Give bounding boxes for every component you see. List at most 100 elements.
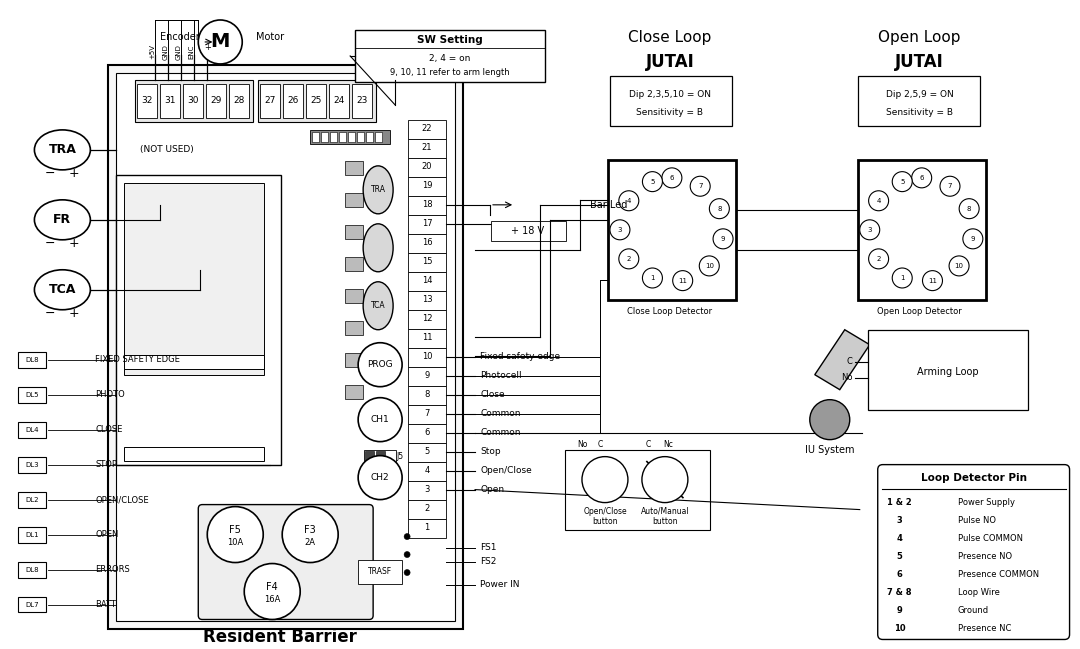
Circle shape xyxy=(662,168,681,188)
Text: Sensitivity = B: Sensitivity = B xyxy=(887,108,954,117)
Text: 7 & 8: 7 & 8 xyxy=(888,588,912,597)
Text: Open Loop: Open Loop xyxy=(878,31,961,45)
Text: 5: 5 xyxy=(896,552,903,561)
Text: 29: 29 xyxy=(211,97,222,105)
Text: J5: J5 xyxy=(396,452,403,461)
Text: 31: 31 xyxy=(164,97,176,105)
Text: 7: 7 xyxy=(698,183,702,190)
Circle shape xyxy=(922,271,943,291)
Circle shape xyxy=(582,457,627,502)
Bar xyxy=(330,132,337,142)
Ellipse shape xyxy=(35,270,91,310)
Text: CH2: CH2 xyxy=(370,473,390,482)
Bar xyxy=(408,348,446,367)
Text: 8: 8 xyxy=(967,206,971,212)
Bar xyxy=(321,132,328,142)
Text: 26: 26 xyxy=(287,97,299,105)
Circle shape xyxy=(810,400,850,439)
Bar xyxy=(408,424,446,443)
Circle shape xyxy=(940,177,960,196)
Text: 5: 5 xyxy=(650,178,654,184)
Text: 16: 16 xyxy=(422,238,432,247)
Text: 6: 6 xyxy=(919,175,923,181)
Text: 6: 6 xyxy=(670,175,674,181)
Text: 3: 3 xyxy=(424,485,430,494)
Bar xyxy=(408,367,446,386)
Bar xyxy=(408,253,446,272)
Bar xyxy=(357,132,364,142)
Bar xyxy=(18,457,46,472)
Circle shape xyxy=(868,249,889,269)
Text: 15: 15 xyxy=(422,257,432,266)
Text: 5: 5 xyxy=(424,447,430,456)
Text: + 18 V: + 18 V xyxy=(512,226,544,236)
Text: 9: 9 xyxy=(424,371,430,380)
Bar xyxy=(18,422,46,437)
Text: F5: F5 xyxy=(229,524,241,535)
Bar xyxy=(346,352,363,367)
Bar xyxy=(124,355,265,369)
Text: TCA: TCA xyxy=(370,301,386,310)
Text: 5: 5 xyxy=(900,178,904,184)
Text: 17: 17 xyxy=(422,219,432,228)
Bar xyxy=(858,160,986,300)
Bar xyxy=(184,84,203,118)
Text: 21: 21 xyxy=(422,143,432,153)
Text: JUTAI: JUTAI xyxy=(895,53,944,71)
Circle shape xyxy=(699,256,719,276)
Text: 28: 28 xyxy=(233,97,245,105)
Text: +: + xyxy=(69,238,80,251)
Bar xyxy=(346,257,363,271)
Bar xyxy=(408,234,446,253)
Ellipse shape xyxy=(363,224,393,272)
Text: Dip 2,5,9 = ON: Dip 2,5,9 = ON xyxy=(886,90,954,99)
Text: Bar Led: Bar Led xyxy=(590,200,627,210)
Bar xyxy=(346,193,363,207)
Text: ERRORS: ERRORS xyxy=(95,565,130,574)
Text: 9, 10, 11 refer to arm length: 9, 10, 11 refer to arm length xyxy=(390,68,510,77)
Bar xyxy=(408,481,446,500)
Circle shape xyxy=(404,533,410,539)
Text: Nc: Nc xyxy=(663,440,673,449)
Bar xyxy=(408,158,446,177)
Bar xyxy=(408,405,446,424)
Text: Fixed safety edge: Fixed safety edge xyxy=(480,352,561,361)
Text: Open/Close
button: Open/Close button xyxy=(583,507,626,526)
Text: CH1: CH1 xyxy=(370,415,390,424)
Text: OPEN/CLOSE: OPEN/CLOSE xyxy=(95,495,149,504)
Ellipse shape xyxy=(35,200,91,239)
Text: 1: 1 xyxy=(900,275,904,281)
Text: 9: 9 xyxy=(896,606,903,615)
Text: F3: F3 xyxy=(305,524,316,535)
Bar xyxy=(375,132,382,142)
Bar xyxy=(108,65,463,630)
Text: Close Loop Detector: Close Loop Detector xyxy=(627,307,713,316)
Circle shape xyxy=(610,220,630,239)
Text: 23: 23 xyxy=(356,97,368,105)
Ellipse shape xyxy=(363,282,393,330)
Text: 13: 13 xyxy=(422,295,432,304)
Bar xyxy=(18,352,46,368)
Text: FR: FR xyxy=(53,214,71,227)
Text: 20: 20 xyxy=(422,162,432,171)
Bar xyxy=(117,73,455,622)
Bar xyxy=(260,84,280,118)
Text: −: − xyxy=(45,307,56,320)
Text: 3: 3 xyxy=(618,227,622,233)
Text: 25: 25 xyxy=(310,97,322,105)
Bar xyxy=(608,160,735,300)
Text: Open: Open xyxy=(480,485,504,494)
Text: DL8: DL8 xyxy=(26,567,39,572)
Bar xyxy=(365,450,374,461)
Text: PROG: PROG xyxy=(367,360,393,369)
Text: FS2: FS2 xyxy=(480,557,497,566)
Text: SW Setting: SW Setting xyxy=(417,35,483,45)
Text: 4: 4 xyxy=(877,198,881,204)
Text: Common: Common xyxy=(480,409,521,418)
Circle shape xyxy=(619,191,638,211)
Text: Loop Detector Pin: Loop Detector Pin xyxy=(920,472,1027,483)
Text: DL7: DL7 xyxy=(26,602,39,607)
Text: No: No xyxy=(841,373,853,382)
Text: −: − xyxy=(45,238,56,251)
Text: GND: GND xyxy=(175,44,181,60)
